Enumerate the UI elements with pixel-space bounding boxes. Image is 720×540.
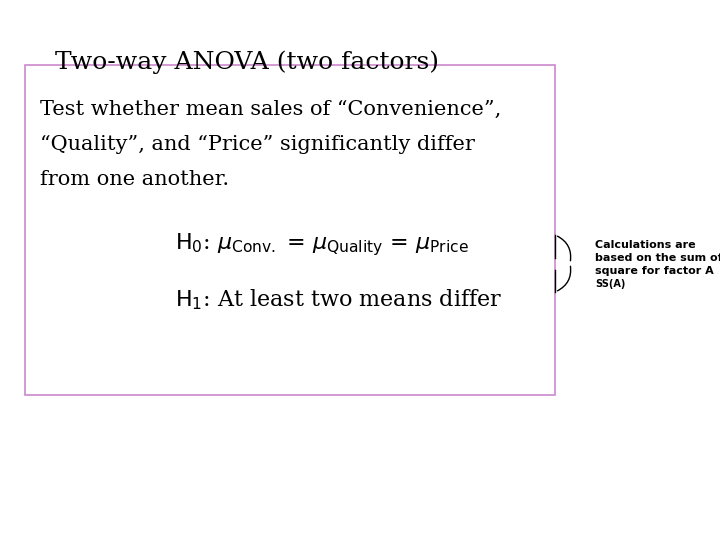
Text: square for factor A: square for factor A (595, 266, 714, 276)
Text: $\mathrm{H}_0$: $\mu_{\mathrm{Conv.}}$ = $\mu_{\mathrm{Quality}}$ = $\mu_{\mathr: $\mathrm{H}_0$: $\mu_{\mathrm{Conv.}}$ =… (175, 232, 469, 259)
Text: Test whether mean sales of “Convenience”,: Test whether mean sales of “Convenience”… (40, 100, 501, 119)
Text: Two-way ANOVA (two factors): Two-way ANOVA (two factors) (55, 50, 439, 73)
Text: SS(A): SS(A) (595, 279, 626, 289)
Text: “Quality”, and “Price” significantly differ: “Quality”, and “Price” significantly dif… (40, 135, 475, 154)
Text: $\mathrm{H}_1$: At least two means differ: $\mathrm{H}_1$: At least two means diffe… (175, 288, 503, 312)
Text: from one another.: from one another. (40, 170, 229, 189)
Text: Calculations are: Calculations are (595, 240, 696, 250)
Bar (25, 65, 555, 395)
Text: based on the sum of: based on the sum of (595, 253, 720, 263)
